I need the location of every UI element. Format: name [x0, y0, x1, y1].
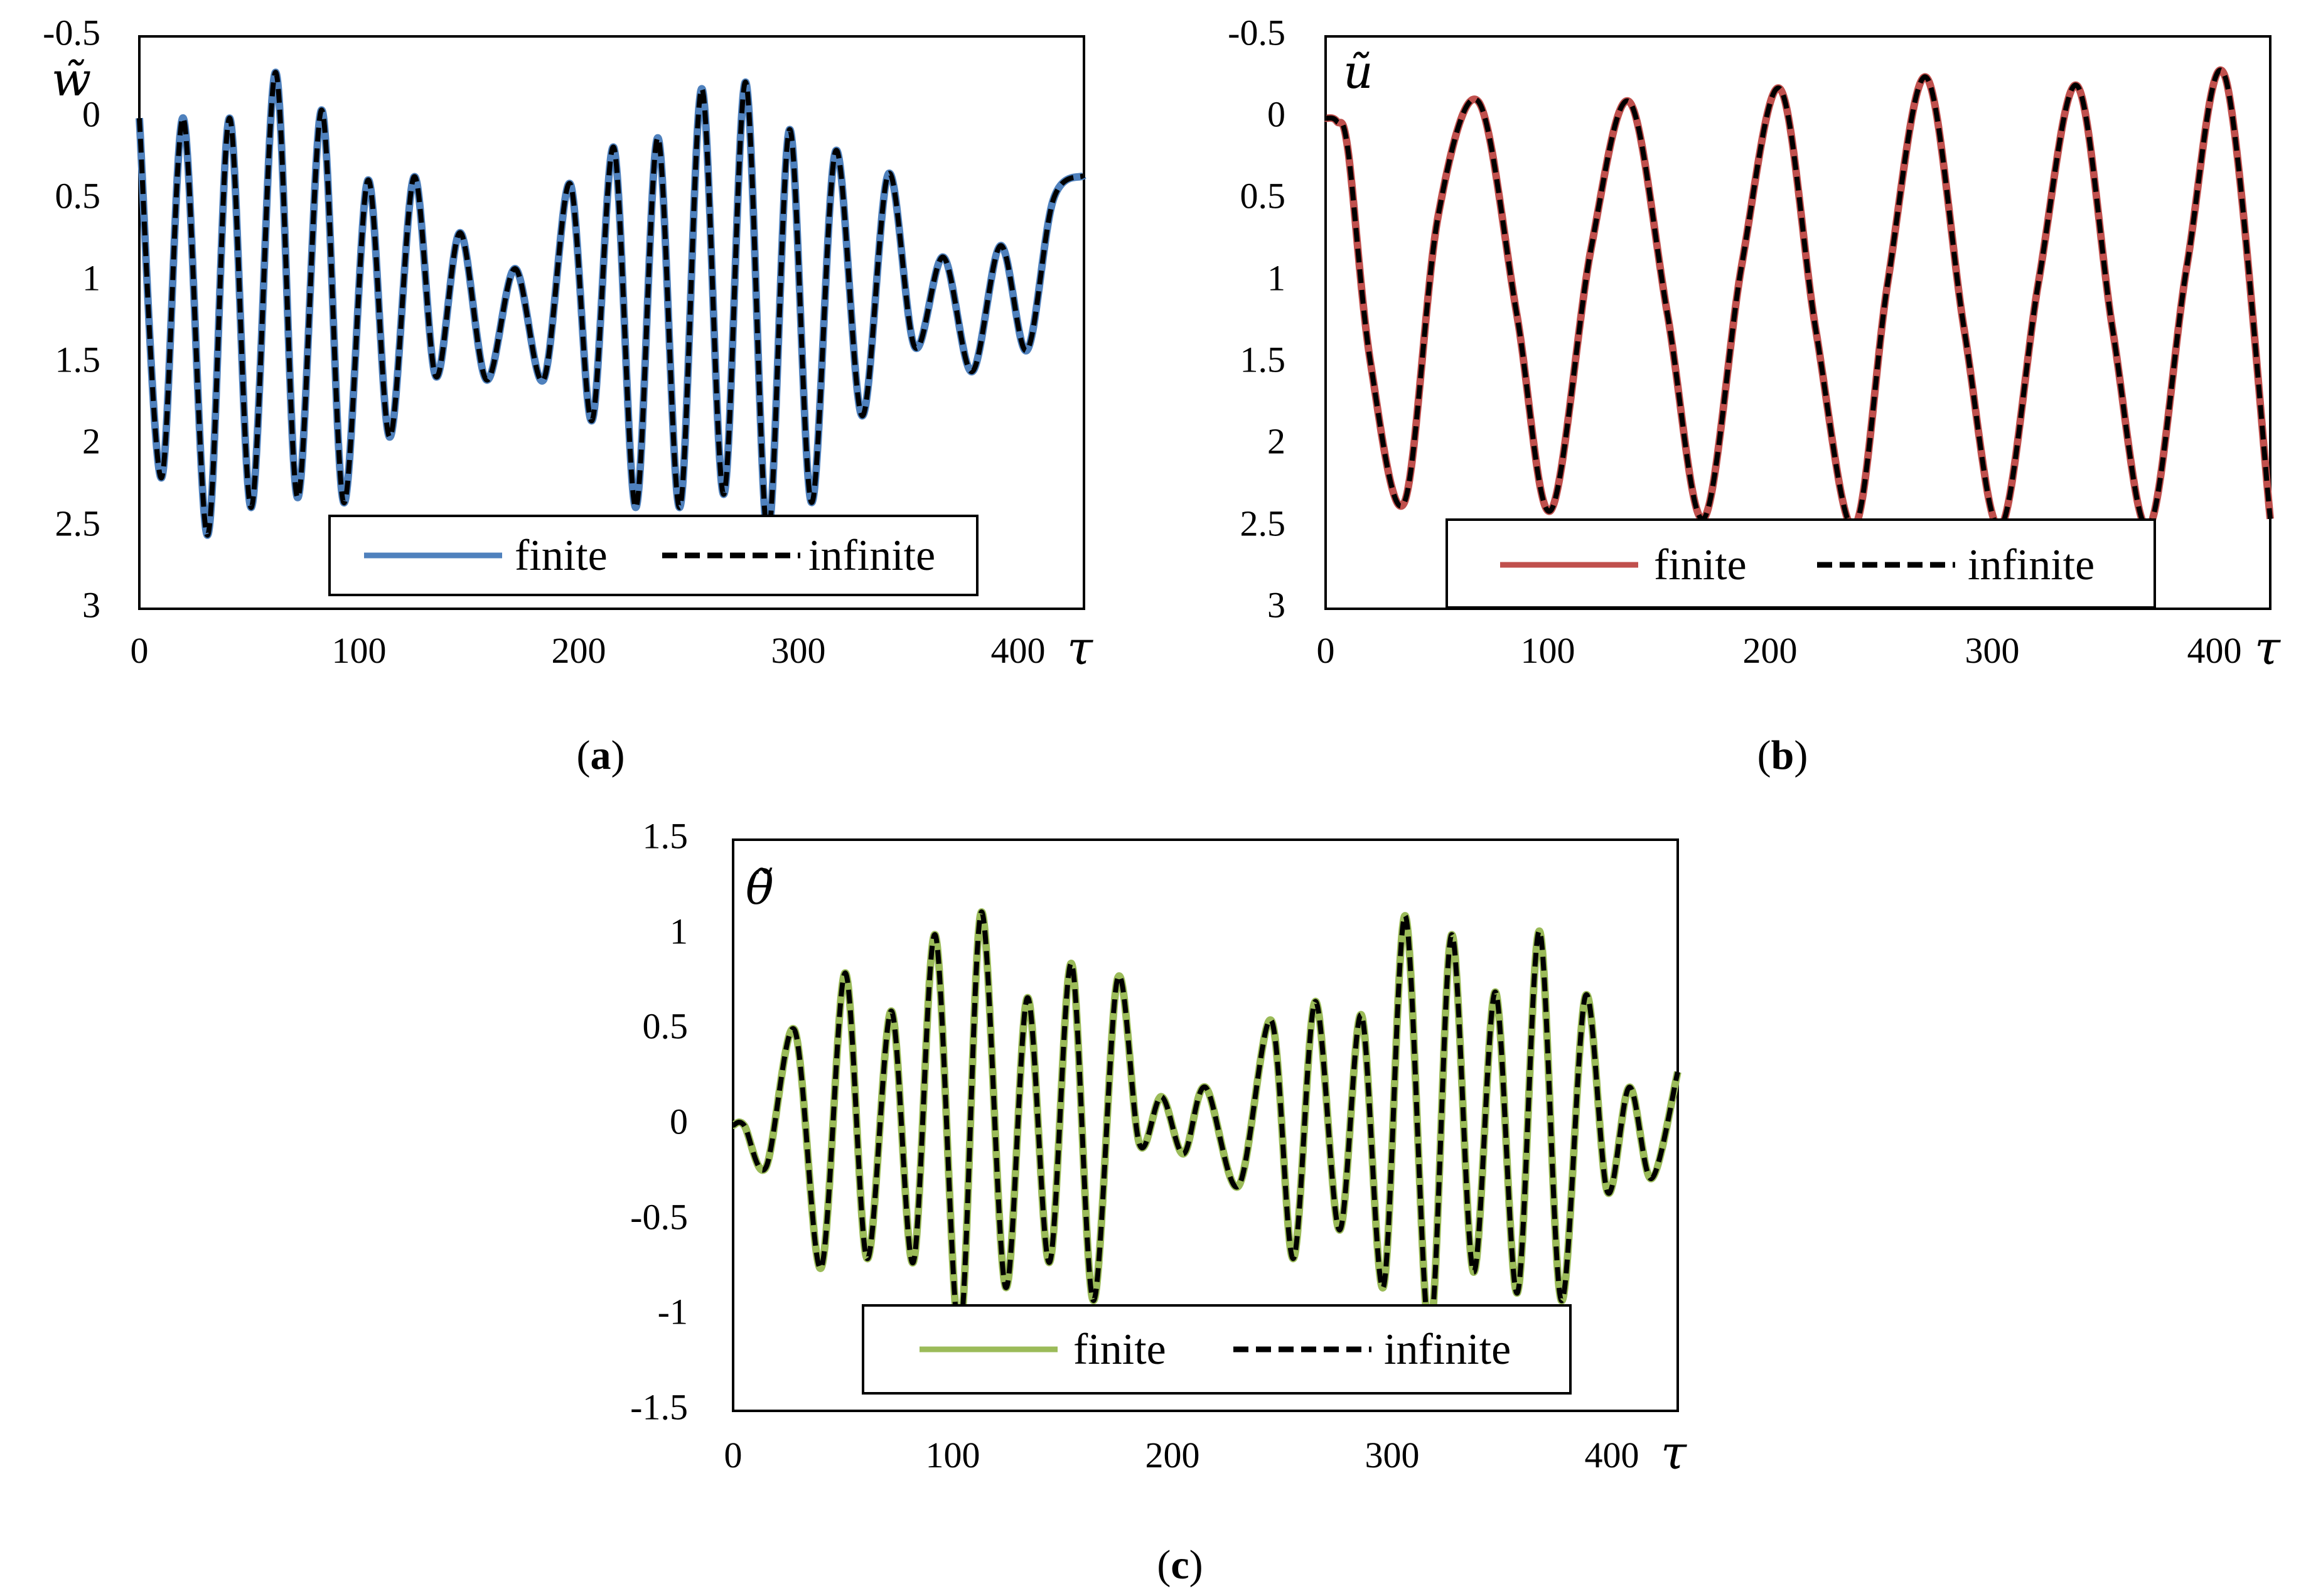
y-tick-c-4: -0.5 [630, 1196, 688, 1237]
y-tick-a-0: -0.5 [43, 12, 100, 53]
x-tick-a-2: 200 [552, 630, 606, 671]
x-tick-c-2: 200 [1145, 1435, 1200, 1475]
legend-label-infinite-a: infinite [808, 532, 935, 580]
y-tick-a-5: 2 [82, 420, 100, 461]
caption-b: (b) [1757, 732, 1808, 778]
x-axis-symbol-a: τ [1067, 621, 1093, 675]
legend-label-finite-a: finite [515, 532, 608, 580]
y-tick-a-3: 1 [82, 257, 100, 298]
y-tick-c-6: -1.5 [630, 1386, 688, 1427]
y-tick-b-0: -0.5 [1228, 12, 1285, 53]
x-tick-b-0: 0 [1317, 630, 1335, 671]
y-tick-a-1: 0 [82, 94, 100, 134]
legend-label-finite-b: finite [1654, 541, 1747, 589]
series-lines-b [1324, 67, 2274, 532]
y-axis-symbol-c: θ̃ [746, 861, 774, 915]
legend-c: finite infinite [862, 1304, 1572, 1395]
x-tick-a-1: 100 [332, 630, 387, 671]
y-axis-symbol-b: ũ [1343, 45, 1373, 99]
x-tick-b-4: 400 [2187, 630, 2242, 671]
legend-label-infinite-b: infinite [1968, 541, 2094, 589]
y-tick-b-1: 0 [1267, 94, 1285, 134]
y-axis-symbol-a: w̃ [51, 53, 91, 107]
series-line-infinite-c [732, 909, 1680, 1337]
axis-ticks-b: -0.5 0 0.5 1 1.5 2 2.5 3 0 100 200 300 4… [1228, 12, 2241, 671]
x-tick-b-2: 200 [1743, 630, 1798, 671]
x-tick-c-0: 0 [724, 1435, 743, 1475]
legend-label-finite-c: finite [1073, 1326, 1166, 1374]
y-tick-b-2: 0.5 [1240, 175, 1286, 216]
x-tick-a-0: 0 [131, 630, 149, 671]
caption-letter-b: b [1771, 732, 1794, 778]
x-tick-a-3: 300 [771, 630, 826, 671]
x-axis-symbol-b: τ [2255, 621, 2281, 675]
y-tick-b-3: 1 [1267, 257, 1285, 298]
panel-a: -0.5 0 0.5 1 1.5 2 2.5 3 0 100 200 300 4… [43, 12, 1093, 778]
series-lines-a [136, 68, 1086, 539]
y-tick-b-4: 1.5 [1240, 339, 1286, 380]
y-tick-a-2: 0.5 [55, 175, 101, 216]
y-tick-c-1: 1 [670, 911, 688, 951]
x-tick-a-4: 400 [991, 630, 1046, 671]
y-tick-a-4: 1.5 [55, 339, 101, 380]
y-tick-b-6: 2.5 [1240, 503, 1286, 544]
x-tick-b-1: 100 [1521, 630, 1575, 671]
y-tick-b-7: 3 [1267, 584, 1285, 625]
caption-c: (c) [1157, 1542, 1203, 1588]
legend-a: finite infinite [328, 515, 979, 596]
series-lines-c [731, 908, 1682, 1339]
panel-b: -0.5 0 0.5 1 1.5 2 2.5 3 0 100 200 300 4… [1228, 12, 2281, 778]
y-tick-a-6: 2.5 [55, 503, 101, 544]
y-tick-a-7: 3 [82, 584, 100, 625]
series-line-infinite-a [137, 70, 1086, 538]
caption-letter-a: a [591, 732, 611, 778]
x-axis-symbol-c: τ [1661, 1426, 1687, 1480]
y-tick-c-3: 0 [670, 1101, 688, 1142]
x-tick-b-3: 300 [1965, 630, 2020, 671]
axis-ticks-c: 1.5 1 0.5 0 -0.5 -1 -1.5 0 100 200 300 4… [630, 815, 1639, 1475]
x-tick-c-4: 400 [1585, 1435, 1639, 1475]
legend-b: finite infinite [1446, 518, 2156, 609]
caption-a: (a) [577, 732, 625, 778]
legend-label-infinite-c: infinite [1384, 1326, 1511, 1374]
x-tick-c-1: 100 [926, 1435, 980, 1475]
axis-ticks-a: -0.5 0 0.5 1 1.5 2 2.5 3 0 100 200 300 4… [43, 12, 1045, 671]
panel-c: 1.5 1 0.5 0 -0.5 -1 -1.5 0 100 200 300 4… [630, 815, 1687, 1588]
y-tick-c-5: -1 [658, 1291, 688, 1332]
y-tick-b-5: 2 [1267, 420, 1285, 461]
series-line-infinite-b [1324, 68, 2273, 530]
x-tick-c-3: 300 [1365, 1435, 1420, 1475]
y-tick-c-0: 1.5 [643, 815, 689, 856]
y-tick-c-2: 0.5 [643, 1005, 689, 1046]
caption-letter-c: c [1171, 1542, 1189, 1588]
